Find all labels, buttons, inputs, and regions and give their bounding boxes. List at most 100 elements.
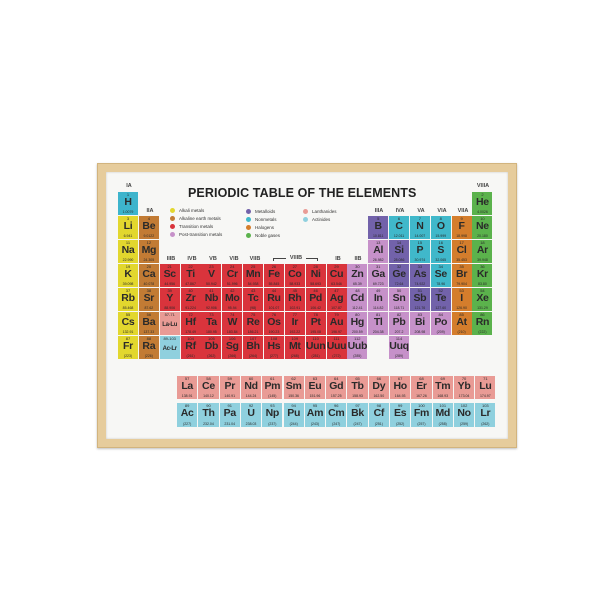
element-cell-pm: 61 Pm (145) <box>262 376 283 399</box>
atomic-mass: 12.011 <box>393 234 405 238</box>
element-cell-ba: 56 Ba 137.33 <box>138 312 159 335</box>
element-symbol: Gd <box>329 380 344 392</box>
atomic-mass: 20.180 <box>477 234 488 238</box>
atomic-mass: 102.91 <box>289 306 301 310</box>
atomic-number: 96 <box>334 403 339 408</box>
element-cell-f: 9 F 18.998 <box>451 216 472 239</box>
element-cell-es: 99 Es (252) <box>390 403 411 427</box>
element-symbol: Cr <box>226 268 238 280</box>
element-symbol: Cs <box>121 316 135 328</box>
element-cell-po: 84 Po (209) <box>430 312 451 335</box>
element-symbol: Fe <box>268 268 280 280</box>
atomic-number: 4 <box>147 216 150 221</box>
atomic-number: 76 <box>271 312 277 317</box>
element-symbol: Nd <box>244 380 258 392</box>
atomic-mass: 18.998 <box>456 234 467 238</box>
atomic-number: 68 <box>419 376 424 381</box>
element-cell-pb: 82 Pb 207.2 <box>389 312 410 335</box>
element-cell-mn: 25 Mn 54.938 <box>243 264 264 287</box>
element-cell-s: 16 S 32.065 <box>430 240 451 263</box>
atomic-mass: 22.990 <box>122 258 134 262</box>
group-label-viiib: VIIIB <box>286 255 306 261</box>
element-cell-pt: 78 Pt 195.08 <box>305 312 326 335</box>
element-cell-nb: 41 Nb 92.906 <box>201 288 222 311</box>
element-symbol: Eu <box>308 380 322 392</box>
element-symbol: Rb <box>121 292 135 304</box>
atomic-mass: 158.93 <box>352 394 363 398</box>
atomic-mass: (259) <box>459 422 469 426</box>
element-cell-te: 52 Te 127.60 <box>430 288 451 311</box>
atomic-number: 103 <box>481 403 489 408</box>
element-cell-uub: 112 Uub (285) <box>347 336 368 359</box>
element-cell-cf: 98 Cf (251) <box>368 403 389 427</box>
element-cell-p: 15 P 30.974 <box>409 240 430 263</box>
atomic-number: 19 <box>125 264 131 269</box>
element-symbol: Cu <box>329 268 344 280</box>
atomic-number: 64 <box>334 376 339 381</box>
element-cell-he: 2 He 4.0026 <box>472 192 493 215</box>
atomic-number: 100 <box>418 403 425 408</box>
atomic-mass: 107.87 <box>331 306 342 310</box>
legend-swatch <box>170 216 175 222</box>
legend-item: Alkali metals <box>170 207 222 215</box>
atomic-number: 94 <box>291 403 296 408</box>
atomic-mass: 88.906 <box>164 306 176 310</box>
element-symbol: Hg <box>350 316 365 328</box>
element-cell-ra: 88 Ra (226) <box>138 336 159 359</box>
element-symbol: Nb <box>204 292 219 304</box>
atomic-mass: 44.956 <box>164 282 176 286</box>
atomic-mass: 132.91 <box>122 330 134 334</box>
atomic-mass: 127.60 <box>435 306 447 310</box>
element-cell-hf: 72 Hf 178.49 <box>180 312 201 335</box>
atomic-mass: 157.25 <box>330 394 342 398</box>
element-cell-zr: 40 Zr 91.224 <box>180 288 201 311</box>
atomic-number: 60 <box>248 376 254 381</box>
group-label-viia: VIIA <box>457 208 469 214</box>
element-cell-ga: 31 Ga 69.723 <box>368 264 389 287</box>
element-symbol: Mn <box>245 268 261 280</box>
element-cell-ir: 77 Ir 192.22 <box>284 312 305 335</box>
atomic-mass: 39.948 <box>477 258 488 262</box>
element-symbol: Re <box>246 316 260 328</box>
atomic-number: 63 <box>312 376 318 381</box>
atomic-number: 30 <box>355 264 360 269</box>
atomic-number: 48 <box>355 288 360 293</box>
atomic-number: 69 <box>440 376 445 381</box>
atomic-mass: (262) <box>481 422 490 426</box>
element-cell-pr: 59 Pr 140.91 <box>219 376 240 399</box>
atomic-mass: (281) <box>311 354 320 358</box>
atomic-mass: 26.982 <box>372 258 384 262</box>
element-cell-ac: 89 Ac (227) <box>177 403 198 427</box>
atomic-mass: 47.867 <box>185 282 196 286</box>
element-cell-cm: 96 Cm (247) <box>326 403 347 427</box>
atomic-number: 80 <box>355 312 360 317</box>
atomic-number: 41 <box>209 288 214 293</box>
element-symbol: Bi <box>414 316 425 328</box>
element-symbol: Tm <box>435 380 451 392</box>
element-symbol: Po <box>434 316 448 328</box>
element-cell-rn: 86 Rn (222) <box>472 312 493 335</box>
element-cell-sg: 106 Sg (266) <box>222 336 243 359</box>
atomic-number: 15 <box>417 240 423 245</box>
atomic-mass: (247) <box>332 422 341 426</box>
element-cell-mg: 12 Mg 24.305 <box>138 240 159 263</box>
atomic-mass: 30.974 <box>414 258 426 262</box>
element-symbol: Mt <box>288 340 301 352</box>
atomic-number: 12 <box>146 240 152 245</box>
atomic-mass: 151.96 <box>309 394 321 398</box>
element-symbol: Bk <box>351 407 364 419</box>
element-symbol: B <box>374 220 383 232</box>
atomic-mass: 196.97 <box>331 330 342 334</box>
element-cell-kr: 36 Kr 83.80 <box>472 264 493 287</box>
atomic-number: 44 <box>271 288 277 293</box>
atomic-number: 13 <box>375 240 381 245</box>
element-symbol: Np <box>265 407 280 419</box>
atomic-mass: (262) <box>207 354 216 358</box>
atomic-mass: 40.078 <box>143 282 155 286</box>
element-cell-dy: 66 Dy 162.50 <box>368 376 389 399</box>
element-symbol: Zr <box>185 292 196 304</box>
atomic-number: 7 <box>418 216 421 221</box>
element-symbol: Na <box>121 244 135 256</box>
atomic-mass: (272) <box>332 354 341 358</box>
element-cell-tl: 81 Tl 204.38 <box>368 312 389 335</box>
